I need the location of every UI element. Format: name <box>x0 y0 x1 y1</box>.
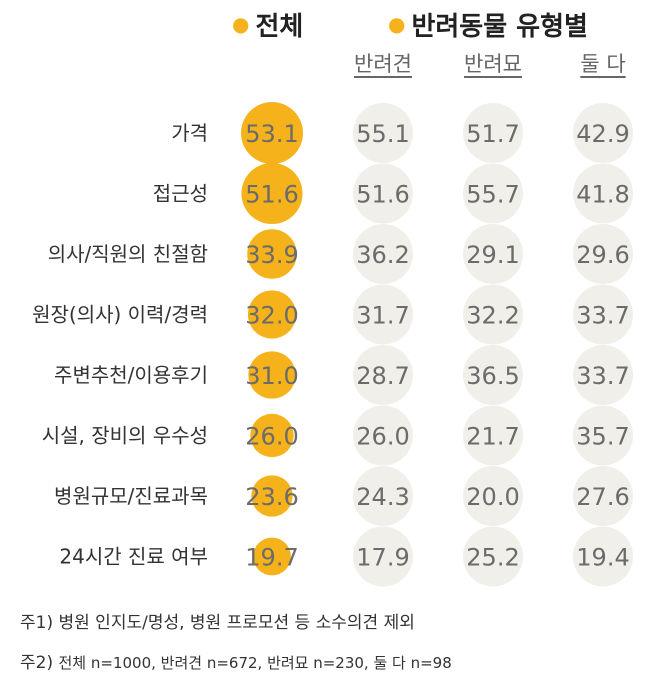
column-header-both: 둘 다 <box>580 52 626 76</box>
row-label: 가격 <box>171 121 208 145</box>
both-value-label: 33.7 <box>576 362 629 390</box>
cat-value-label: 29.1 <box>466 241 519 269</box>
total-bubble <box>250 413 294 458</box>
both-value-label: 27.6 <box>576 483 629 511</box>
both-value-label: 19.4 <box>576 544 629 572</box>
cat-bubble <box>463 526 523 587</box>
footnote-2-prefix: 주2) <box>20 653 59 673</box>
total-bubble <box>248 351 296 399</box>
dog-value-label: 51.6 <box>356 181 409 209</box>
footnote-2-body: 전체 n=1000, 반려견 n=672, 반려묘 n=230, 둘 다 n=9… <box>58 654 452 672</box>
column-header-dog: 반려견 <box>354 52 412 76</box>
dog-bubble <box>353 163 413 224</box>
both-value-label: 33.7 <box>576 302 629 330</box>
both-bubble <box>573 224 633 284</box>
dog-value-label: 55.1 <box>356 120 409 148</box>
cat-bubble <box>463 103 523 163</box>
total-bubble <box>241 162 303 225</box>
total-value-label: 53.1 <box>245 120 298 148</box>
dog-bubble <box>353 345 413 405</box>
cat-bubble <box>463 224 523 284</box>
dog-value-label: 24.3 <box>356 483 409 511</box>
total-header: ● 전체 <box>232 6 303 43</box>
both-value-label: 41.8 <box>576 181 629 209</box>
both-bubble <box>573 526 633 587</box>
pet-type-header-label: 반려동물 유형별 <box>411 12 588 42</box>
cat-value-label: 20.0 <box>466 483 519 511</box>
footnote-2: 주2) 전체 n=1000, 반려견 n=672, 반려묘 n=230, 둘 다… <box>20 648 452 673</box>
total-value-label: 19.7 <box>245 544 298 572</box>
total-bubble <box>253 537 291 576</box>
cat-value-label: 51.7 <box>466 120 519 148</box>
dog-bubble <box>353 224 413 284</box>
row-label: 주변추천/이용후기 <box>54 363 208 387</box>
cat-bubble <box>463 284 523 345</box>
both-bubble <box>573 405 633 466</box>
dog-value-label: 31.7 <box>356 302 409 330</box>
pet-type-header: ● 반려동물 유형별 <box>388 6 588 43</box>
total-bubble <box>241 102 303 164</box>
cat-value-label: 36.5 <box>466 362 519 390</box>
cat-value-label: 32.2 <box>466 302 519 330</box>
both-bubble <box>573 163 633 224</box>
dog-value-label: 28.7 <box>356 362 409 390</box>
row-label: 시설, 장비의 우수성 <box>42 424 208 448</box>
footnote-1: 주1) 병원 인지도/명성, 병원 프로모션 등 소수의견 제외 <box>20 613 415 633</box>
row-label: 24시간 진료 여부 <box>59 545 208 569</box>
dog-bubble <box>353 526 413 587</box>
cat-bubble <box>463 405 523 466</box>
row-label: 의사/직원의 친절함 <box>48 242 208 266</box>
row-label: 원장(의사) 이력/경력 <box>32 303 208 327</box>
comparison-bubble-chart: 가격 53.1 55.1 51.7 42.9 접근성 51.6 51.6 55.7 41.8 의사/… <box>32 102 633 587</box>
total-bubble <box>247 229 297 279</box>
both-value-label: 35.7 <box>576 423 629 451</box>
dog-bubble <box>353 103 413 163</box>
row-label: 접근성 <box>153 182 208 206</box>
bullet-icon: ● <box>232 12 250 36</box>
both-bubble <box>573 103 633 163</box>
both-value-label: 29.6 <box>576 241 629 269</box>
total-bubble <box>251 475 293 517</box>
dog-bubble <box>353 466 413 526</box>
cat-bubble <box>463 163 523 224</box>
cat-bubble <box>463 466 523 526</box>
bullet-icon: ● <box>388 12 406 36</box>
dog-bubble <box>353 284 413 345</box>
column-header-cat: 반려묘 <box>464 52 522 76</box>
cat-value-label: 55.7 <box>466 181 519 209</box>
cat-bubble <box>463 345 523 405</box>
total-bubble <box>247 290 297 339</box>
both-value-label: 42.9 <box>576 120 629 148</box>
dog-value-label: 36.2 <box>356 241 409 269</box>
total-header-label: 전체 <box>255 12 304 42</box>
total-value-label: 31.0 <box>245 362 298 390</box>
total-value-label: 23.6 <box>245 483 298 511</box>
dog-value-label: 17.9 <box>356 544 409 572</box>
total-value-label: 33.9 <box>245 241 298 269</box>
cat-value-label: 25.2 <box>466 544 519 572</box>
both-bubble <box>573 284 633 345</box>
total-value-label: 26.0 <box>245 423 298 451</box>
total-value-label: 51.6 <box>245 181 298 209</box>
cat-value-label: 21.7 <box>466 423 519 451</box>
both-bubble <box>573 466 633 526</box>
dog-bubble <box>353 405 413 466</box>
both-bubble <box>573 345 633 405</box>
total-value-label: 32.0 <box>245 302 298 330</box>
dog-value-label: 26.0 <box>356 423 409 451</box>
row-label: 병원규모/진료과목 <box>54 484 208 508</box>
